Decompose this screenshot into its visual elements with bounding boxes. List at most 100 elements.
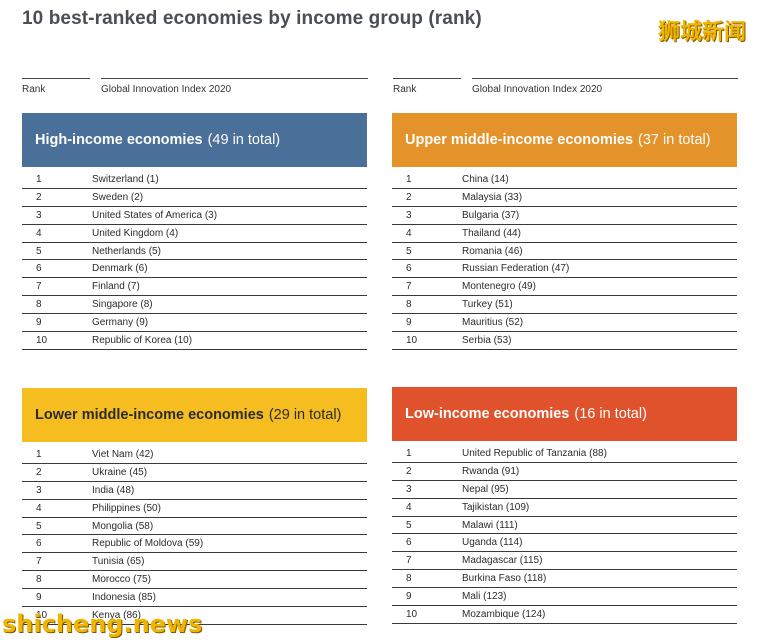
rank-cell: 9 <box>36 592 42 604</box>
rank-cell: 1 <box>406 447 412 459</box>
table-row: 1 Switzerland (1) <box>22 171 367 189</box>
index-header: Global Innovation Index 2020 <box>472 84 603 95</box>
index-rule <box>101 78 368 79</box>
economy-cell: Romania (46) <box>462 245 523 257</box>
rank-cell: 9 <box>36 317 42 329</box>
group-header: Upper middle-income economies (37 in tot… <box>392 113 737 167</box>
rank-cell: 6 <box>406 263 412 275</box>
rank-cell: 7 <box>406 281 412 293</box>
economy-cell: Rwanda (91) <box>462 465 520 477</box>
table-row: 7 Tunisia (65) <box>22 553 367 572</box>
table-row: 6 Russian Federation (47) <box>392 260 737 279</box>
group-name: Low-income economies <box>405 406 570 422</box>
group-name: Upper middle-income economies <box>405 132 634 148</box>
rank-cell: 2 <box>36 466 42 478</box>
rank-cell: 3 <box>406 483 412 495</box>
rank-cell: 5 <box>36 520 42 532</box>
economy-cell: Singapore (8) <box>92 299 153 311</box>
economy-cell: Mauritius (52) <box>462 317 524 329</box>
table-row: 4 Tajikistan (109) <box>392 499 737 517</box>
economy-cell: United Republic of Tanzania (88) <box>462 447 607 459</box>
group-panel-lower-middle-income: Lower middle-income economies (29 in tot… <box>22 388 367 625</box>
group-header: Low-income economies (16 in total) <box>392 387 737 441</box>
economy-cell: Turkey (51) <box>462 299 513 311</box>
economy-cell: Nepal (95) <box>462 483 509 495</box>
table-row: 7 Finland (7) <box>22 278 367 297</box>
table-row: 9 Indonesia (85) <box>22 589 367 608</box>
rank-cell: 2 <box>36 191 42 203</box>
table-row: 4 Philippines (50) <box>22 500 367 518</box>
table-row: 7 Montenegro (49) <box>392 278 737 297</box>
economy-cell: Mozambique (124) <box>462 608 546 620</box>
rank-cell: 9 <box>406 317 412 329</box>
economy-cell: Germany (9) <box>92 317 149 329</box>
table-row: 9 Mauritius (52) <box>392 314 737 333</box>
rank-cell: 6 <box>36 538 42 550</box>
table-row: 6 Denmark (6) <box>22 260 367 279</box>
table-row: 9 Mali (123) <box>392 588 737 607</box>
rank-cell: 2 <box>406 465 412 477</box>
watermark-logo: 狮城新闻 <box>657 20 746 45</box>
table-row: 3 India (48) <box>22 482 367 500</box>
rank-cell: 4 <box>406 501 412 513</box>
rank-cell: 8 <box>36 299 42 311</box>
economy-cell: Serbia (53) <box>462 334 512 346</box>
rank-header: Rank <box>22 84 46 95</box>
rank-cell: 7 <box>36 281 42 293</box>
group-name: Lower middle-income economies <box>35 407 264 423</box>
rank-cell: 5 <box>406 519 412 531</box>
table-row: 1 Viet Nam (42) <box>22 446 367 464</box>
table-row: 8 Morocco (75) <box>22 571 367 590</box>
rank-rule <box>22 78 90 79</box>
table-row: 5 Netherlands (5) <box>22 243 367 261</box>
group-header: High-income economies (49 in total) <box>22 113 367 167</box>
table-row: 10 Mozambique (124) <box>392 606 737 624</box>
table-row: 7 Madagascar (115) <box>392 552 737 571</box>
table-row: 8 Burkina Faso (118) <box>392 570 737 589</box>
economy-cell: Sweden (2) <box>92 191 144 203</box>
rank-rule <box>393 78 461 79</box>
table-row: 1 United Republic of Tanzania (88) <box>392 445 737 463</box>
economy-cell: Viet Nam (42) <box>92 448 154 460</box>
index-header: Global Innovation Index 2020 <box>101 84 232 95</box>
economy-cell: China (14) <box>462 173 509 185</box>
economy-cell: Mongolia (58) <box>92 520 154 532</box>
table-row: 5 Romania (46) <box>392 243 737 261</box>
rank-cell: 3 <box>36 484 42 496</box>
economy-cell: Philippines (50) <box>92 502 161 514</box>
economy-cell: Tunisia (65) <box>92 556 145 568</box>
rank-cell: 10 <box>36 609 48 621</box>
group-total: (29 in total) <box>268 407 342 423</box>
group-total: (49 in total) <box>207 132 281 148</box>
group-panel-upper-middle-income: Upper middle-income economies (37 in tot… <box>392 113 737 350</box>
rank-header: Rank <box>393 84 417 95</box>
economy-cell: Denmark (6) <box>92 263 148 275</box>
rank-cell: 4 <box>406 227 412 239</box>
economy-cell: United States of America (3) <box>92 209 218 221</box>
rank-cell: 7 <box>36 556 42 568</box>
table-row: 5 Malawi (111) <box>392 517 737 535</box>
group-rows: 1 Switzerland (1) 2 Sweden (2) 3 United State… <box>22 171 367 350</box>
table-row: 3 United States of America (3) <box>22 207 367 225</box>
rank-cell: 8 <box>36 574 42 586</box>
table-row: 6 Uganda (114) <box>392 534 737 553</box>
economy-cell: Madagascar (115) <box>462 555 543 567</box>
rank-cell: 3 <box>406 209 412 221</box>
group-panel-high-income: High-income economies (49 in total) 1 Swi… <box>22 113 367 350</box>
economy-cell: Republic of Korea (10) <box>92 334 193 346</box>
rank-cell: 6 <box>406 537 412 549</box>
economy-cell: Switzerland (1) <box>92 173 159 185</box>
rank-cell: 10 <box>406 334 418 346</box>
rank-cell: 8 <box>406 573 412 585</box>
group-panel-low-income: Low-income economies (16 in total) 1 Unit… <box>392 387 737 624</box>
economy-cell: United Kingdom (4) <box>92 227 179 239</box>
economy-cell: Montenegro (49) <box>462 281 536 293</box>
table-row: 8 Singapore (8) <box>22 296 367 315</box>
economy-cell: Republic of Moldova (59) <box>92 538 204 550</box>
economy-cell: Russian Federation (47) <box>462 263 570 275</box>
table-row: 9 Germany (9) <box>22 314 367 333</box>
economy-cell: Netherlands (5) <box>92 245 161 257</box>
table-row: 10 Republic of Korea (10) <box>22 332 367 350</box>
rank-cell: 9 <box>406 591 412 603</box>
rank-cell: 5 <box>406 245 412 257</box>
